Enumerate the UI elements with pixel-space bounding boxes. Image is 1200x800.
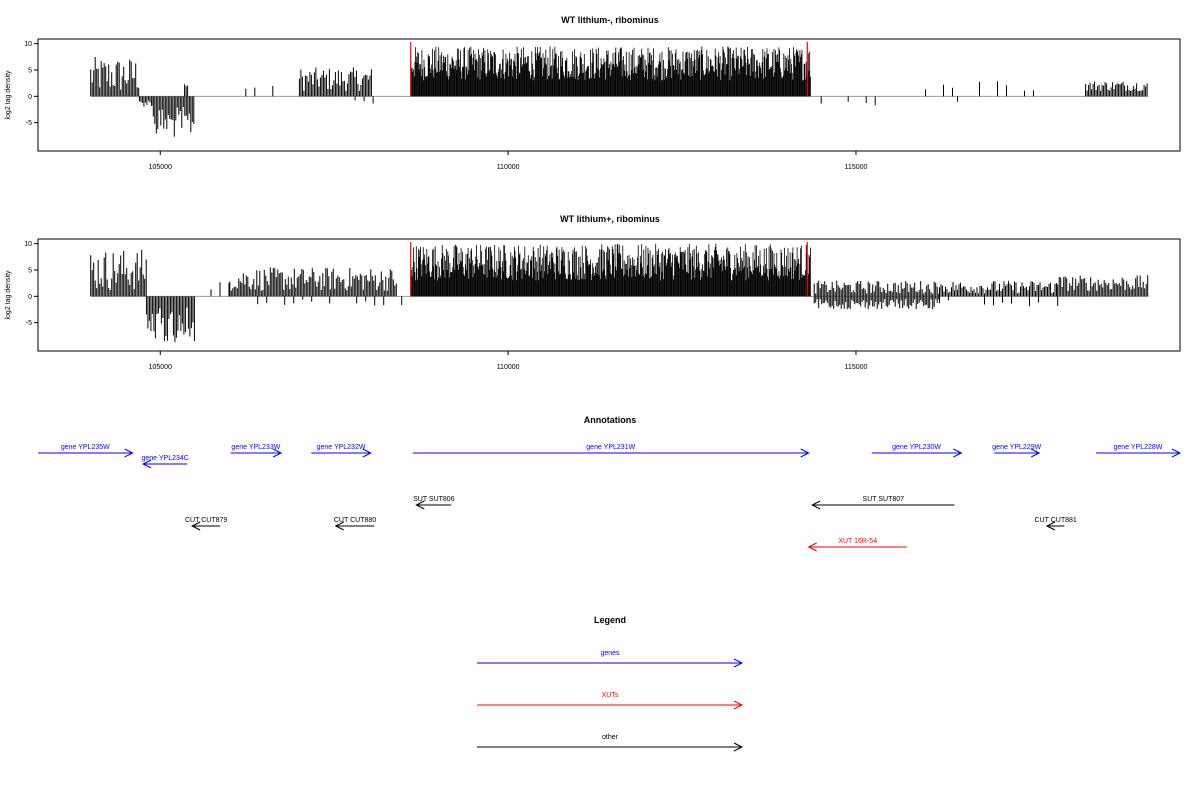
x-tick-label: 110000 <box>497 364 520 371</box>
feature-label: CUT CUT880 <box>334 517 376 524</box>
y-tick-label: 5 <box>28 67 32 74</box>
annotation-feature: gene YPL228W <box>1095 444 1182 458</box>
y-tick-label: -5 <box>26 320 32 327</box>
feature-label: gene YPL231W <box>586 444 635 451</box>
arrow-head-icon <box>272 448 283 458</box>
annotation-feature: SUT SUT806 <box>413 496 455 510</box>
annotation-feature: gene YPL231W <box>412 444 810 458</box>
axes: 10 5 0 -5 105000 110000 115000 <box>24 241 867 371</box>
arrow-head-icon <box>141 459 152 469</box>
feature-label: CUT CUT881 <box>1035 517 1077 524</box>
arrow-head-icon <box>1045 521 1056 531</box>
legend: Legend genes XUTs other <box>477 615 744 752</box>
feature-label: gene YPL232W <box>317 444 366 451</box>
x-tick-label: 105000 <box>149 164 172 171</box>
annotation-feature: gene YPL230W <box>871 444 963 458</box>
annotation-feature: XUT 16R-54 <box>807 538 907 552</box>
chart-title: WT lithium+, ribominus <box>560 214 660 224</box>
coverage-bars <box>90 42 1149 137</box>
track-panel-lithium-minus: WT lithium-, ribominus log2 tag density … <box>5 15 1181 171</box>
x-tick-label: 115000 <box>845 364 868 371</box>
y-tick-label: -5 <box>26 120 32 127</box>
arrow-head-icon <box>124 448 134 458</box>
axes: 10 5 0 -5 105000 110000 115000 <box>24 41 867 171</box>
arrow-head-icon <box>800 448 810 458</box>
annotation-feature: gene YPL232W <box>311 444 372 458</box>
legend-label: genes <box>600 650 620 657</box>
annotation-feature: CUT CUT880 <box>334 517 376 531</box>
feature-label: gene YPL233W <box>231 444 280 451</box>
feature-label: SUT SUT807 <box>863 496 905 503</box>
arrow-head-icon <box>1171 448 1182 458</box>
arrow-head-icon <box>334 521 344 531</box>
annotation-feature: gene YPL229W <box>992 444 1042 458</box>
legend-item-other: other <box>477 734 744 752</box>
annotation-feature: SUT SUT807 <box>811 496 955 510</box>
arrow-head-icon <box>191 521 201 531</box>
plot-frame <box>37 38 1181 152</box>
annotation-features: gene YPL235W gene YPL234C gene YPL233W gene… <box>38 444 1182 552</box>
annotations-title: Annotations <box>584 415 637 425</box>
legend-items: genes XUTs other <box>477 650 744 752</box>
legend-item-gene: genes <box>477 650 744 668</box>
y-tick-label: 10 <box>24 41 32 48</box>
feature-label: gene YPL228W <box>1114 444 1163 451</box>
feature-label: gene YPL234C <box>141 455 188 462</box>
x-tick-label: 115000 <box>845 164 868 171</box>
x-tick-label: 110000 <box>497 164 520 171</box>
y-tick-label: 10 <box>24 241 32 248</box>
arrow-head-icon <box>953 448 963 458</box>
arrow-head-icon <box>733 742 744 752</box>
y-axis-label: log2 tag density <box>5 270 12 320</box>
legend-item-xut: XUTs <box>477 692 744 710</box>
annotation-feature: CUT CUT881 <box>1035 517 1077 531</box>
arrow-head-icon <box>415 500 425 510</box>
y-tick-label: 0 <box>28 294 32 301</box>
arrow-head-icon <box>811 500 821 510</box>
feature-label: SUT SUT806 <box>413 496 455 503</box>
feature-label: CUT CUT879 <box>185 517 227 524</box>
chart-title: WT lithium-, ribominus <box>561 15 659 25</box>
x-tick-label: 105000 <box>149 364 172 371</box>
arrow-head-icon <box>733 700 744 710</box>
y-tick-label: 0 <box>28 94 32 101</box>
coverage-bars <box>90 242 1149 343</box>
annotation-feature: gene YPL234C <box>141 455 189 469</box>
feature-label: gene YPL235W <box>61 444 110 451</box>
plot-frame <box>37 238 1181 352</box>
legend-title: Legend <box>594 615 626 625</box>
legend-label: other <box>602 734 619 741</box>
feature-label: XUT 16R-54 <box>838 538 877 545</box>
annotation-feature: CUT CUT879 <box>185 517 227 531</box>
feature-label: gene YPL230W <box>892 444 941 451</box>
arrow-head-icon <box>1030 448 1041 458</box>
arrow-head-icon <box>807 542 817 552</box>
annotation-feature: gene YPL233W <box>230 444 283 458</box>
arrow-head-icon <box>362 448 372 458</box>
arrow-head-icon <box>733 658 744 668</box>
legend-label: XUTs <box>602 692 619 699</box>
y-tick-label: 5 <box>28 267 32 274</box>
y-axis-label: log2 tag density <box>5 70 12 120</box>
feature-label: gene YPL229W <box>992 444 1041 451</box>
track-panel-lithium-plus: WT lithium+, ribominus log2 tag density … <box>5 214 1181 371</box>
annotation-feature: gene YPL235W <box>38 444 134 458</box>
